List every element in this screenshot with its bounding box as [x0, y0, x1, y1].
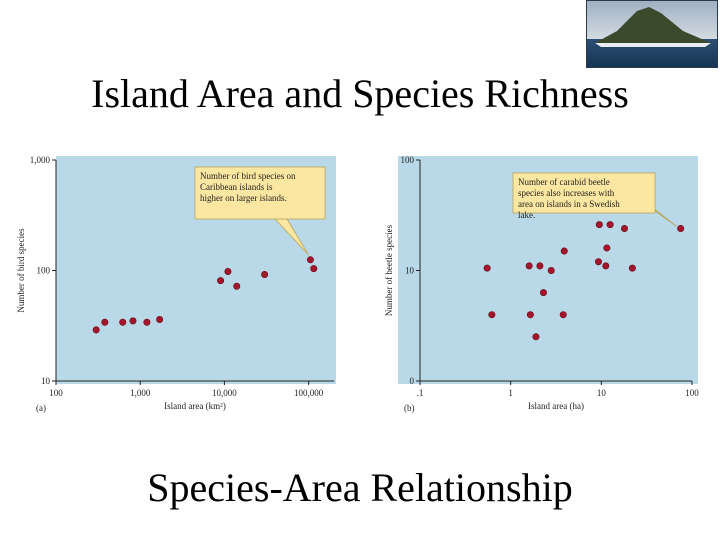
- chart-b-data-point: [536, 262, 544, 270]
- chart-b-data-point: [560, 247, 568, 255]
- chart-a-annotation-text: Number of bird species on Caribbean islan…: [200, 171, 296, 203]
- chart-a-y-tick-label: 100: [37, 266, 51, 276]
- chart-b-data-point: [559, 311, 567, 319]
- chart-b-y-axis-label: Number of beetle species: [384, 224, 394, 316]
- chart-b-x-tick-label: 10: [597, 388, 607, 398]
- chart-a-data-point: [92, 326, 100, 334]
- chart-a-y-tick-label: 1,000: [30, 155, 51, 165]
- chart-a-data-point: [261, 271, 269, 279]
- chart-a-data-point: [119, 318, 127, 326]
- chart-b-data-point: [525, 262, 533, 270]
- chart-b-data-point: [677, 224, 685, 232]
- chart-b-x-tick-label: 100: [685, 388, 699, 398]
- chart-b-annotation-text: Number of carabid beetle species also inc…: [518, 177, 620, 220]
- chart-b-y-tick-label: 0: [410, 376, 415, 386]
- chart-a-x-tick-label: 100: [49, 388, 63, 398]
- chart-a-data-point: [217, 277, 225, 285]
- chart-a-y-tick-label: 10: [41, 376, 51, 386]
- chart-a-data-point: [156, 316, 164, 324]
- chart-a-data-point: [129, 317, 137, 325]
- chart-a-data-point: [306, 256, 314, 264]
- island-photo: [586, 0, 718, 68]
- chart-b-data-point: [595, 221, 603, 229]
- chart-b-annotation-box: [512, 172, 656, 214]
- chart-a-y-axis-label: Number of bird species: [16, 228, 26, 313]
- chart-a-panel-label: (a): [36, 403, 46, 413]
- chart-b-y-tick-label: 100: [401, 155, 415, 165]
- chart-b-data-point: [594, 258, 602, 266]
- chart-b-data-point: [526, 311, 534, 319]
- slide-subtitle: Species-Area Relationship: [147, 465, 573, 510]
- chart-a-data-point: [310, 265, 318, 273]
- chart-b-data-point: [602, 262, 610, 270]
- chart-b-data-point: [603, 244, 611, 252]
- chart-a-x-tick-label: 100,000: [294, 388, 324, 398]
- chart-b-panel-label: (b): [404, 403, 415, 413]
- chart-b-x-tick-label: .1: [417, 388, 424, 398]
- chart-b-data-point: [532, 333, 540, 341]
- chart-a-data-point: [101, 318, 109, 326]
- chart-b-data-point: [539, 289, 547, 297]
- chart-b-data-point: [620, 224, 628, 232]
- chart-b-x-axis-label: Island area (ha): [528, 401, 584, 411]
- chart-a-x-tick-label: 10,000: [212, 388, 237, 398]
- slide-title: Island Area and Species Richness: [91, 71, 629, 116]
- chart-b-y-tick-label: 10: [405, 266, 415, 276]
- chart-a-data-point: [224, 267, 232, 275]
- chart-b-x-tick-label: 1: [508, 388, 513, 398]
- chart-b-data-point: [483, 264, 491, 272]
- chart-b-data-point: [547, 266, 555, 274]
- chart-a-x-axis-label: Island area (km²): [164, 401, 226, 411]
- chart-b-data-point: [628, 264, 636, 272]
- chart-a-data-point: [233, 282, 241, 290]
- chart-b-data-point: [606, 221, 614, 229]
- chart-a-x-tick-label: 1,000: [130, 388, 151, 398]
- chart-b-data-point: [488, 311, 496, 319]
- chart-a-annotation-box: [194, 166, 326, 220]
- chart-a-data-point: [143, 318, 151, 326]
